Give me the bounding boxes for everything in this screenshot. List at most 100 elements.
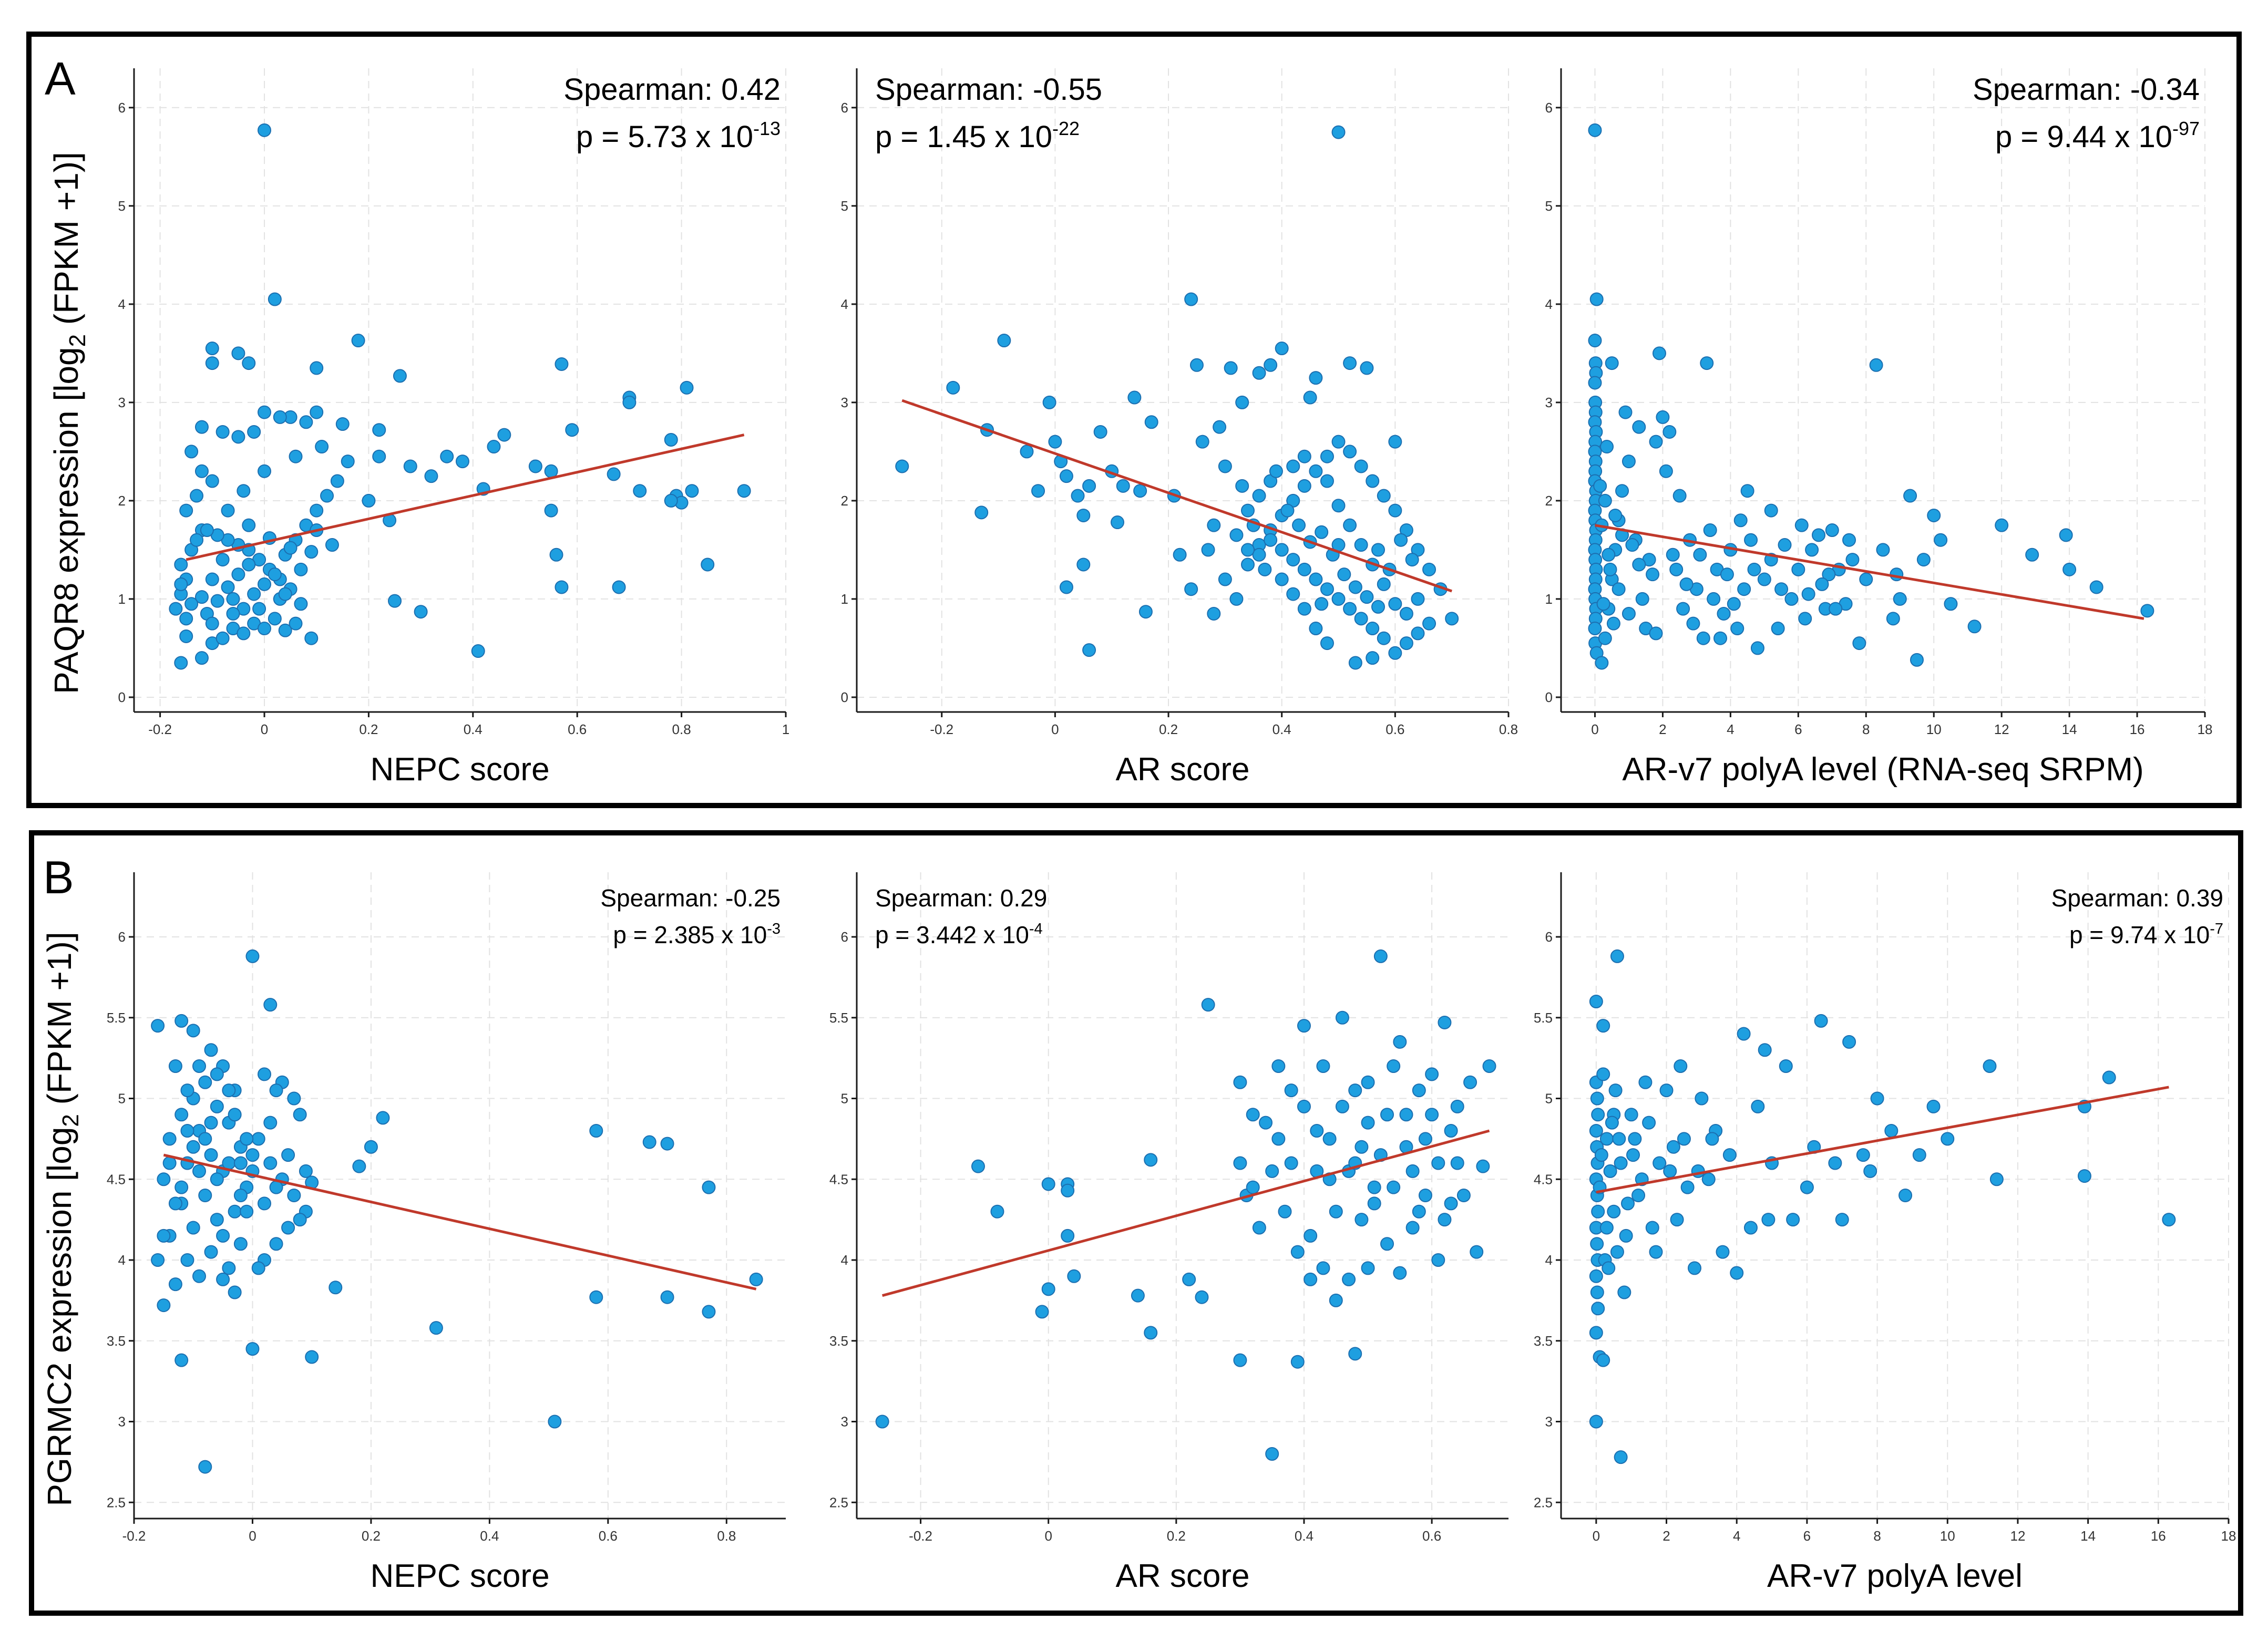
data-point xyxy=(2089,580,2103,594)
data-point xyxy=(1224,361,1238,375)
data-point xyxy=(1184,292,1198,306)
data-point xyxy=(455,455,469,469)
data-point xyxy=(1412,1083,1426,1098)
y-tick-label: 3.5 xyxy=(1534,1333,1553,1349)
data-point xyxy=(1926,1099,1941,1113)
data-point xyxy=(1241,558,1255,572)
data-point xyxy=(281,1148,295,1162)
data-point xyxy=(1638,1075,1653,1089)
data-point xyxy=(1662,425,1677,439)
data-point xyxy=(1373,949,1388,963)
data-point xyxy=(1631,1189,1646,1202)
x-axis-label: AR-v7 polyA level (RNA-seq SRPM) xyxy=(1622,751,2143,788)
data-point xyxy=(1594,1148,1608,1162)
data-point xyxy=(268,567,282,582)
y-tick-label: 5 xyxy=(841,198,848,214)
y-tick-label: 2 xyxy=(841,493,848,509)
data-point xyxy=(1624,1108,1638,1122)
x-tick-label: -0.2 xyxy=(930,721,953,737)
data-point xyxy=(205,342,219,356)
data-point xyxy=(1422,562,1436,576)
p-value-annotation: p = 1.45 x 10-22 xyxy=(875,118,1080,154)
data-point xyxy=(1626,1148,1640,1162)
data-point xyxy=(240,1132,254,1146)
x-tick-label: 4 xyxy=(1727,721,1734,737)
data-point xyxy=(2077,1169,2091,1183)
data-point xyxy=(1764,503,1778,518)
data-point xyxy=(204,1043,218,1057)
data-point xyxy=(184,597,199,611)
data-point xyxy=(1898,1189,1913,1202)
x-tick-label: 4 xyxy=(1733,1528,1740,1544)
data-point xyxy=(205,356,219,370)
data-point xyxy=(1944,597,1958,611)
data-point xyxy=(1669,562,1684,576)
data-point xyxy=(1842,1035,1856,1049)
x-tick-label: 6 xyxy=(1803,1528,1811,1544)
data-point xyxy=(1059,580,1073,594)
data-point xyxy=(1348,656,1362,670)
data-point xyxy=(1366,651,1380,665)
x-tick-label: 2 xyxy=(1659,721,1666,737)
data-point xyxy=(544,503,558,518)
data-point xyxy=(1625,538,1639,552)
data-point xyxy=(1600,440,1614,454)
y-tick-label: 4 xyxy=(118,296,126,312)
data-point xyxy=(210,1099,224,1113)
data-point xyxy=(310,361,324,375)
data-point xyxy=(1751,1099,1765,1113)
y-tick-label: 5 xyxy=(1545,198,1553,214)
data-point xyxy=(1320,636,1334,651)
data-point xyxy=(194,420,209,434)
data-point xyxy=(1744,533,1758,547)
y-tick-label: 6 xyxy=(118,100,126,116)
data-point xyxy=(233,1237,248,1251)
y-tick-label: 1 xyxy=(1545,591,1553,607)
data-point xyxy=(1707,592,1721,606)
data-point xyxy=(1588,622,1602,636)
data-point xyxy=(2062,562,2077,576)
x-tick-label: 0.8 xyxy=(672,721,691,737)
data-point xyxy=(1292,518,1306,532)
x-tick-label: 18 xyxy=(2198,721,2213,737)
y-tick-label: 4 xyxy=(1545,296,1553,312)
data-point xyxy=(1235,395,1249,409)
y-tick-label: 5.5 xyxy=(829,1010,848,1026)
data-point xyxy=(293,1108,307,1122)
x-tick-label: 0.4 xyxy=(1272,721,1291,737)
data-point xyxy=(1663,1164,1677,1178)
data-point xyxy=(544,464,558,478)
data-point xyxy=(1588,376,1602,390)
data-point xyxy=(1229,528,1244,542)
data-point xyxy=(175,1014,189,1028)
data-point xyxy=(335,417,350,431)
data-point xyxy=(240,1204,254,1219)
data-point xyxy=(1399,606,1413,621)
data-point xyxy=(1425,1067,1439,1081)
data-point xyxy=(304,631,319,645)
data-point xyxy=(1608,508,1623,522)
data-point xyxy=(1859,572,1873,586)
x-tick-label: 0 xyxy=(1593,1528,1600,1544)
data-point xyxy=(1144,1153,1158,1167)
data-point xyxy=(1348,580,1362,594)
data-point xyxy=(1589,1415,1603,1429)
data-point xyxy=(1771,622,1785,636)
data-point xyxy=(269,1237,283,1251)
data-point xyxy=(1322,1132,1337,1146)
data-point xyxy=(1067,1269,1081,1283)
p-value-exponent: -4 xyxy=(1029,921,1043,937)
data-point xyxy=(1269,464,1283,478)
p-value-exponent: -97 xyxy=(2172,118,2200,139)
p-value-annotation: p = 3.442 x 10-4 xyxy=(875,921,1043,948)
data-point xyxy=(1265,1164,1279,1178)
data-point xyxy=(1740,484,1754,498)
x-tick-label: -0.2 xyxy=(122,1528,146,1544)
x-tick-label: 0 xyxy=(1591,721,1598,737)
data-point xyxy=(528,459,542,473)
data-point xyxy=(263,1116,278,1130)
x-axis-label: AR-v7 polyA level xyxy=(1767,1558,2023,1594)
data-point xyxy=(362,493,376,508)
data-point xyxy=(1259,1116,1273,1130)
x-tick-label: -0.2 xyxy=(909,1528,932,1544)
